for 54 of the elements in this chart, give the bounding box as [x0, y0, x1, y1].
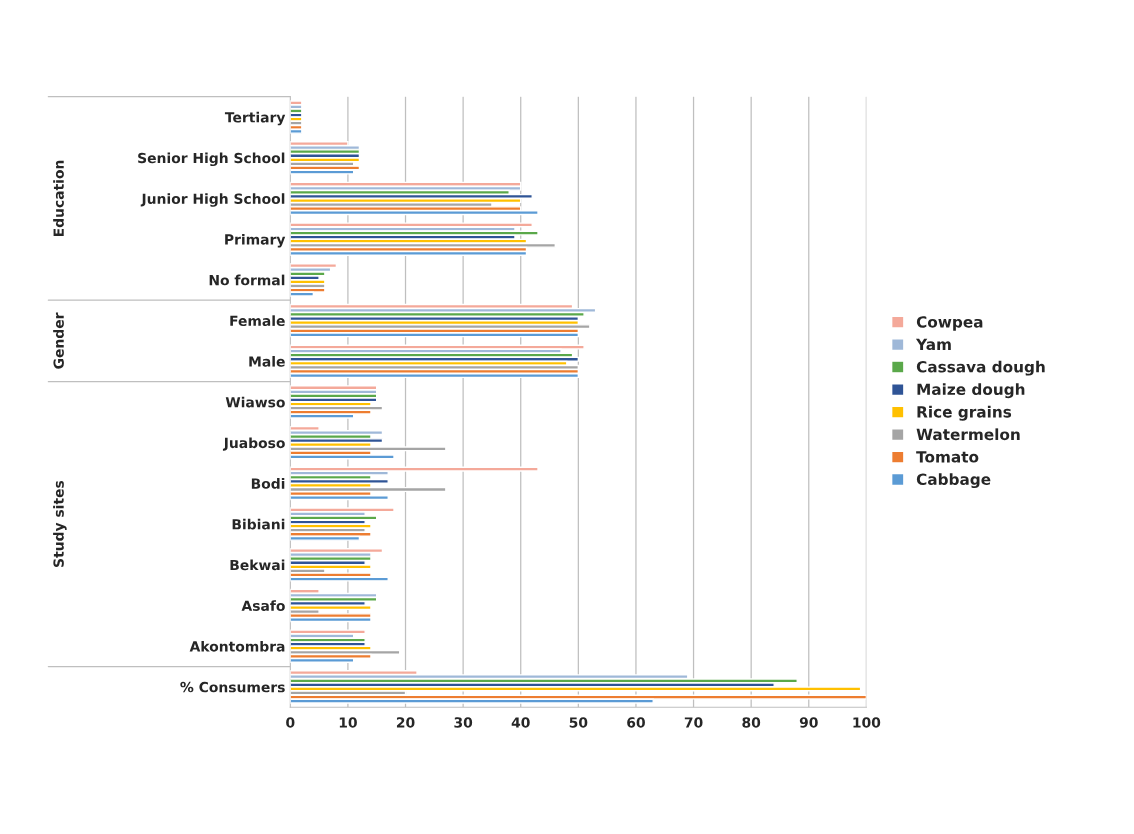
x-tick-label: 90 — [799, 717, 818, 728]
x-tick-label: 60 — [627, 717, 645, 728]
y-tick-label: Senior High School — [138, 152, 285, 167]
y-tick-label: Bibiani — [232, 518, 285, 530]
y-tick-label: Tertiary — [224, 111, 286, 126]
bar — [290, 495, 389, 501]
text: Study sites — [53, 480, 67, 567]
y-tick-label: Junior High School — [140, 193, 285, 207]
text: Education — [53, 160, 64, 237]
bar — [290, 454, 395, 460]
x-tick-label: 50 — [569, 717, 588, 728]
legend-label: Rice grains — [917, 405, 1012, 421]
y-tick-label: Female — [230, 315, 285, 327]
legend-label: Tomato — [916, 451, 979, 463]
bar — [290, 564, 372, 570]
legend-label: Cassava dough — [916, 360, 1045, 376]
y-tick-label: Bodi — [251, 478, 285, 489]
y-tick-label: Male — [249, 356, 285, 367]
legend-label: Watermelon — [916, 428, 1020, 441]
bar — [290, 108, 303, 114]
bar — [290, 373, 580, 379]
bar — [290, 283, 326, 289]
bar — [290, 686, 862, 692]
x-tick-label: 70 — [684, 717, 703, 728]
y-tick-label: No formal — [209, 274, 285, 286]
bar — [290, 165, 361, 171]
legend-label: Cowpea — [916, 316, 983, 331]
x-tick-label: 10 — [339, 717, 357, 728]
y-tick-label: Bekwai — [230, 559, 285, 571]
x-tick-label: 40 — [511, 717, 530, 728]
bar — [290, 576, 389, 582]
bar — [290, 332, 580, 338]
x-tick-label: 0 — [286, 717, 295, 728]
y-tick-label: Asafo — [241, 600, 285, 611]
x-tick-label: 20 — [396, 717, 415, 728]
x-tick-label: 100 — [853, 717, 881, 728]
legend-label: Cabbage — [916, 473, 991, 489]
y-tick-label: Wiawso — [225, 396, 285, 408]
text: Gender — [53, 312, 64, 369]
y-tick-label: % Consumers — [180, 681, 285, 693]
legend-label: Yam — [915, 338, 951, 351]
x-tick-label: 30 — [454, 717, 473, 728]
bar — [290, 617, 372, 623]
bar — [290, 515, 378, 521]
y-tick-label: Juaboso — [222, 437, 285, 451]
y-tick-label: Primary — [225, 233, 286, 248]
legend-label: Maize dough — [917, 383, 1025, 399]
bar — [290, 128, 303, 134]
bar — [290, 604, 372, 611]
bar — [290, 466, 539, 472]
y-tick-label: Akontombra — [189, 640, 285, 652]
bar — [290, 250, 528, 256]
bar — [290, 210, 539, 216]
x-tick-label: 80 — [742, 717, 761, 728]
